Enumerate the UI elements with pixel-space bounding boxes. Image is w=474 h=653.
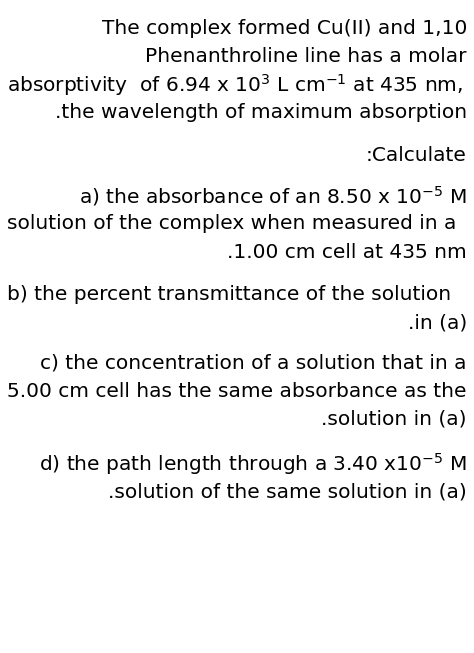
Text: d) the path length through a 3.40 x10$^{-5}$ M: d) the path length through a 3.40 x10$^{…	[39, 451, 467, 477]
Text: Phenanthroline line has a molar: Phenanthroline line has a molar	[146, 47, 467, 67]
Text: :Calculate: :Calculate	[366, 146, 467, 165]
Text: a) the absorbance of an 8.50 x 10$^{-5}$ M: a) the absorbance of an 8.50 x 10$^{-5}$…	[79, 184, 467, 208]
Text: .in (a): .in (a)	[408, 313, 467, 332]
Text: c) the concentration of a solution that in a: c) the concentration of a solution that …	[40, 353, 467, 373]
Text: The complex formed Cu(II) and 1,10: The complex formed Cu(II) and 1,10	[101, 19, 467, 39]
Text: 5.00 cm cell has the same absorbance as the: 5.00 cm cell has the same absorbance as …	[7, 381, 466, 401]
Text: absorptivity  of 6.94 x 10$^{3}$ L cm$^{-1}$ at 435 nm,: absorptivity of 6.94 x 10$^{3}$ L cm$^{-…	[7, 72, 463, 98]
Text: .the wavelength of maximum absorption: .the wavelength of maximum absorption	[55, 103, 467, 123]
Text: .solution of the same solution in (a): .solution of the same solution in (a)	[108, 482, 467, 502]
Text: .1.00 cm cell at 435 nm: .1.00 cm cell at 435 nm	[227, 242, 467, 262]
Text: .solution in (a): .solution in (a)	[321, 409, 467, 429]
Text: solution of the complex when measured in a: solution of the complex when measured in…	[7, 214, 456, 234]
Text: b) the percent transmittance of the solution: b) the percent transmittance of the solu…	[7, 285, 451, 304]
